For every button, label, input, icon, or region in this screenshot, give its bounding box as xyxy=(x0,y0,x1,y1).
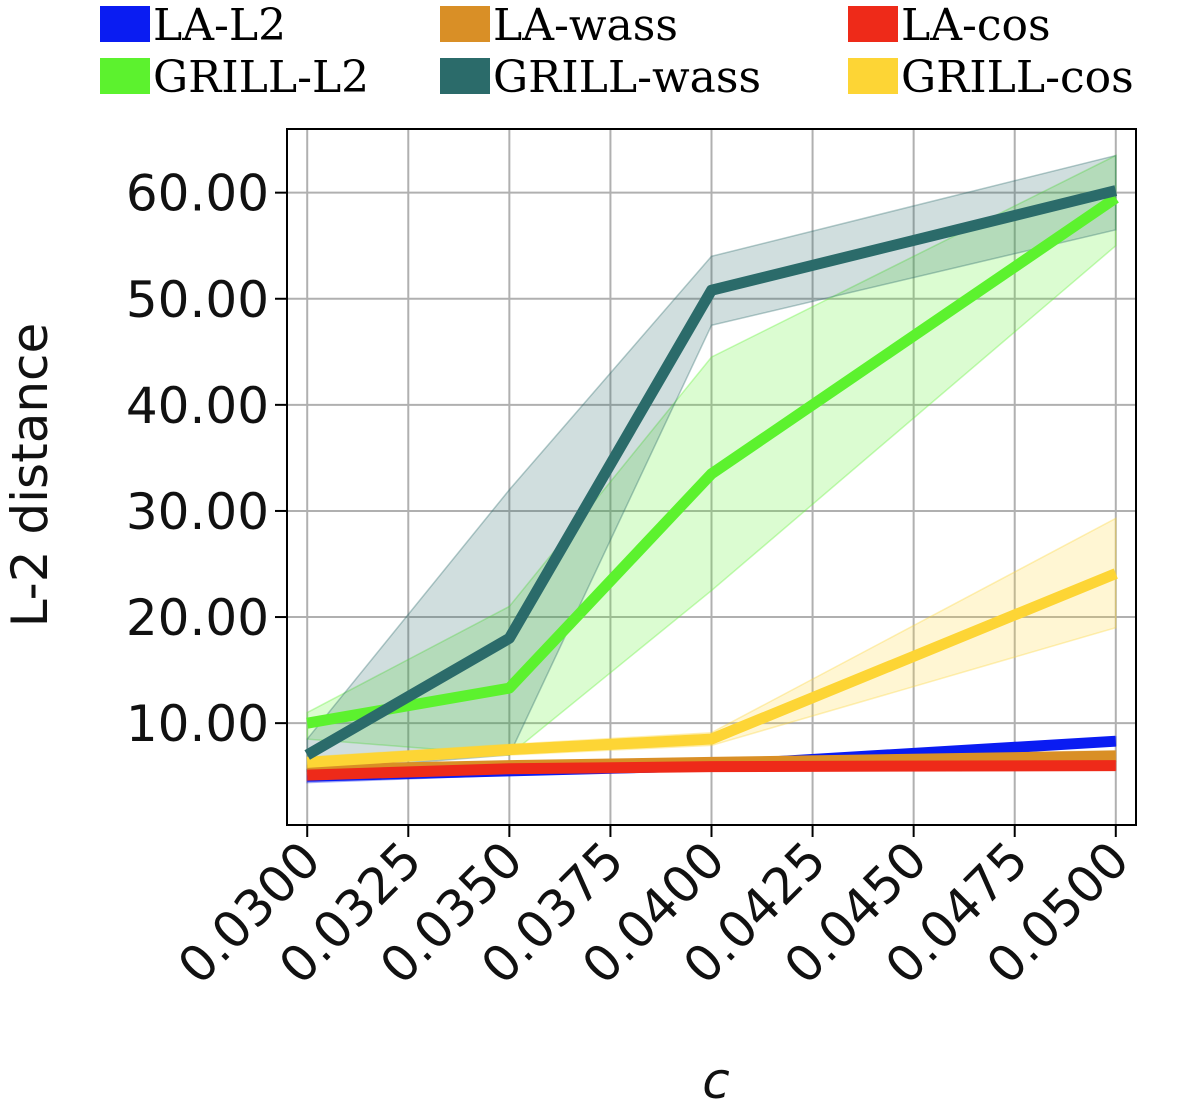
legend-label: GRILL-cos xyxy=(901,52,1134,103)
y-tick-label: 40.00 xyxy=(126,377,269,435)
legend-label: GRILL-wass xyxy=(493,52,761,103)
legend-label: LA-L2 xyxy=(153,0,286,51)
y-axis-ticks: 10.00 20.00 30.00 40.00 50.00 60.00 xyxy=(126,165,287,753)
line-grill-l2 xyxy=(306,193,1119,729)
legend-swatch-grill-wass xyxy=(440,58,490,94)
x-axis-ticks: 0.03000.03250.03500.03750.04000.04250.04… xyxy=(167,825,1140,995)
line-grill-cos xyxy=(306,568,1118,768)
line-la-cos xyxy=(307,760,1116,781)
y-tick-label: 20.00 xyxy=(126,589,269,647)
line-grill-wass xyxy=(304,185,1118,760)
legend-swatch-la-wass xyxy=(440,6,490,42)
legend: LA-L2 LA-wass LA-cos GRILL-L2 GRILL-wass GRIL… xyxy=(100,0,1134,103)
legend-swatch-grill-l2 xyxy=(100,58,150,94)
y-tick-label: 30.00 xyxy=(126,483,269,541)
y-axis-label: L-2 distance xyxy=(1,323,59,628)
legend-label: LA-wass xyxy=(493,0,678,51)
y-tick-label: 50.00 xyxy=(126,271,269,329)
x-axis-label: c xyxy=(702,1052,730,1110)
legend-swatch-la-cos xyxy=(848,6,898,42)
y-tick-label: 60.00 xyxy=(126,165,269,223)
y-tick-label: 10.00 xyxy=(126,695,269,753)
legend-swatch-grill-cos xyxy=(848,58,898,94)
series-lines xyxy=(304,185,1119,782)
legend-label: GRILL-L2 xyxy=(153,52,369,103)
legend-label: LA-cos xyxy=(901,0,1051,51)
legend-swatch-la-l2 xyxy=(100,6,150,42)
